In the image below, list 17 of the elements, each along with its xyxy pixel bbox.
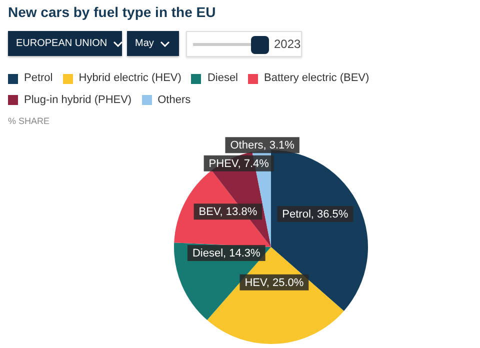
dropdown: May xyxy=(127,31,179,56)
data-label: PHEV, 7.4% xyxy=(208,158,270,170)
chart-title: New cars by fuel type in the EU xyxy=(8,4,216,20)
dropdown: EUROPEAN UNION xyxy=(8,31,122,56)
legend-label: Plug-in hybrid (PHEV) xyxy=(24,92,132,108)
slider: 2023 xyxy=(186,31,302,57)
data-label: Petrol, 36.5% xyxy=(282,208,348,221)
data-label: BEV, 13.8% xyxy=(198,206,258,218)
legend-label: Diesel xyxy=(207,71,238,86)
data-label: Diesel, 14.3% xyxy=(192,248,261,260)
data-label: HEV, 25.0% xyxy=(244,276,304,289)
legend-label: Others xyxy=(158,92,191,108)
data-label: Others, 3.1% xyxy=(230,140,295,152)
legend-label: Battery electric (BEV) xyxy=(264,71,370,86)
legend-label: Hybrid electric (HEV) xyxy=(78,71,182,86)
legend-label: Petrol xyxy=(24,71,53,86)
text: % SHARE xyxy=(8,116,50,126)
